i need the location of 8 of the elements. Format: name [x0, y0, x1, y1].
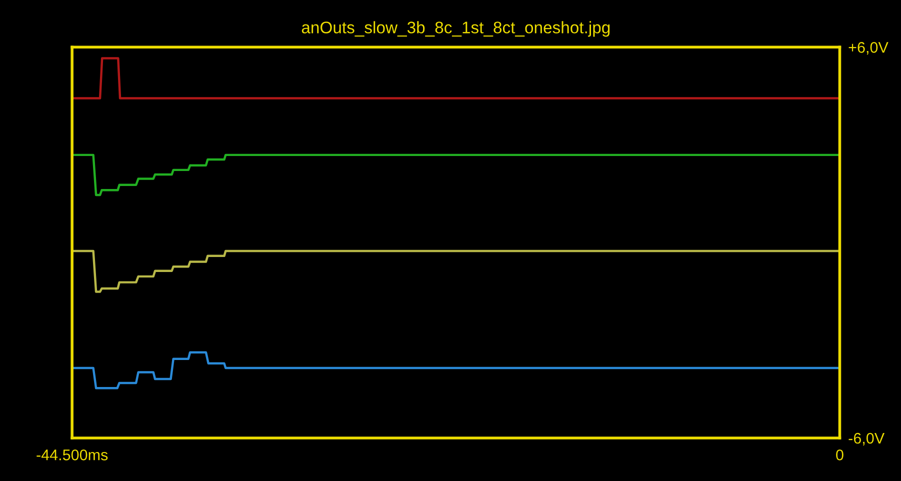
line-series	[72, 250, 840, 293]
line-series	[72, 351, 840, 390]
y-tick-label: +6,0V	[848, 42, 888, 55]
y-tick-label: -6,0V	[848, 432, 885, 446]
x-tick-label: 0	[836, 450, 844, 460]
line-series	[72, 154, 840, 196]
chart-title: anOuts_slow_3b_8c_1st_8ct_oneshot.jpg	[302, 21, 610, 37]
x-tick-label: -44.500ms	[36, 450, 108, 460]
